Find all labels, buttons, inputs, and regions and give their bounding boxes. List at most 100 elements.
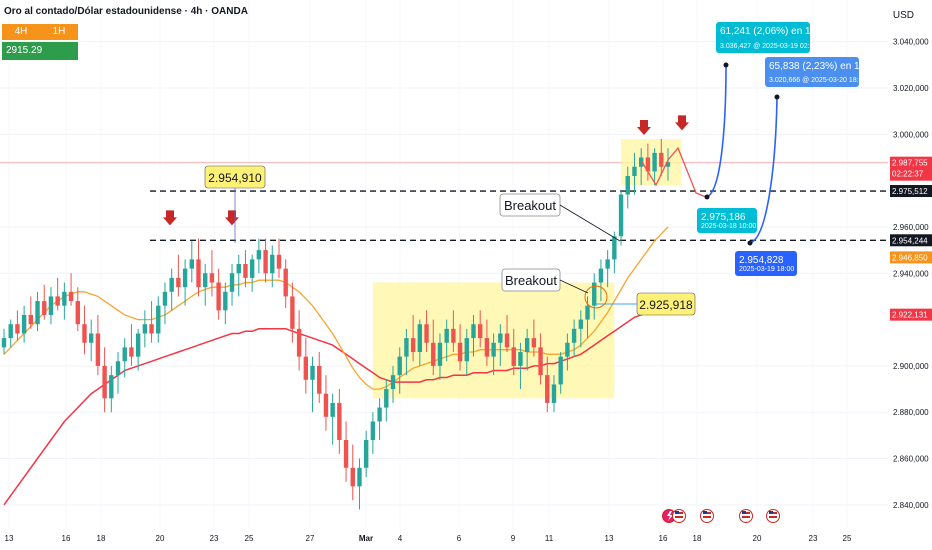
- candle-body: [290, 296, 295, 329]
- time-tick-label: 23: [809, 534, 818, 543]
- price-tick-label: 2.860,000: [893, 455, 929, 464]
- candle-body: [457, 342, 463, 362]
- price-axis[interactable]: 3.040,000 3.020,000 3.000,000 2.960,000 2.94…: [888, 0, 932, 550]
- flag-stripe: [769, 516, 777, 518]
- resistance-levels: [150, 190, 888, 241]
- candle-body: [417, 324, 423, 352]
- candle-body: [498, 333, 503, 343]
- candle-body: [363, 440, 369, 468]
- candle-body: [35, 301, 40, 325]
- arrow-down-marker: [163, 210, 177, 226]
- projection-point: [723, 62, 729, 68]
- candle-body: [236, 264, 241, 274]
- time-tick-label: 16: [62, 534, 71, 543]
- flag-canton: [703, 511, 707, 514]
- candle-body: [585, 305, 590, 320]
- flag-canton: [769, 511, 773, 514]
- target2-sub: 3.020,666 @ 2025-03-20 18:00: [769, 77, 867, 84]
- candle-body: [464, 338, 469, 362]
- arrow-down-marker: [225, 210, 239, 226]
- target1-sub: 3.036,427 @ 2025-03-19 02:00: [720, 43, 818, 50]
- candle-body: [42, 301, 47, 315]
- arrow-down-marker: [637, 120, 651, 135]
- price-badge-countdown: 02:22:37: [892, 170, 924, 179]
- target2-title: 65,838 (2,23%) en 1d: [769, 61, 865, 72]
- lightning-glyph: [667, 511, 673, 521]
- price-label-top: 2.954,910: [208, 171, 262, 185]
- time-axis-bg: [0, 528, 932, 550]
- price-badge: [890, 156, 932, 181]
- candle-body: [659, 152, 664, 167]
- currency-label[interactable]: USD: [892, 10, 914, 21]
- candle-body: [203, 273, 208, 288]
- candle-body: [176, 277, 181, 288]
- candle-body: [28, 314, 34, 325]
- candle-body: [357, 467, 362, 487]
- symbol-title[interactable]: Oro al contado/Dólar estadounidense · 4h…: [4, 6, 248, 17]
- candle-body: [115, 361, 121, 376]
- candle-body: [444, 328, 449, 343]
- time-tick-label: 25: [245, 534, 254, 543]
- price-tick-label: 2.880,000: [893, 408, 929, 417]
- candle-body: [276, 254, 282, 269]
- time-axis[interactable]: 13 16 18 20 23 25 27 Mar 4 6 9 11 13 16 18 20 23 25: [0, 509, 932, 550]
- candle-body: [317, 365, 322, 394]
- projection-curve-2: [749, 96, 778, 244]
- candle-body: [491, 342, 496, 357]
- time-tick-label: 18: [97, 534, 106, 543]
- entry2-title: 2.954,828: [739, 255, 784, 266]
- time-tick-label: 20: [156, 534, 165, 543]
- breakout-label-lower: Breakout: [505, 273, 557, 288]
- projection-badge: [735, 251, 797, 276]
- price-tick-label: 2.840,000: [893, 501, 929, 510]
- candle-body: [55, 296, 60, 306]
- candle-body: [404, 338, 409, 357]
- time-tick-label: 16: [659, 534, 668, 543]
- candle-body: [471, 324, 476, 339]
- arrow-down-marker: [675, 115, 689, 131]
- projection-badge: [765, 57, 859, 87]
- price-tick-label: 3.040,000: [893, 38, 929, 47]
- candle-body: [1, 338, 7, 348]
- candle-body: [102, 365, 107, 399]
- projection-point: [747, 240, 753, 246]
- entry1-title: 2.975,186: [701, 212, 746, 223]
- candle-body: [68, 291, 74, 302]
- candle-body: [538, 347, 543, 376]
- candle-body: [551, 384, 557, 403]
- candle-body: [283, 268, 288, 297]
- candle-body: [424, 324, 429, 343]
- time-tick-label: 6: [457, 534, 462, 543]
- price-tick-label: 3.020,000: [893, 84, 929, 93]
- time-tick-label: 13: [605, 534, 614, 543]
- projection-curve-1: [706, 64, 727, 198]
- price-badge: [890, 234, 932, 247]
- timeframe-1h[interactable]: 1H: [40, 24, 78, 40]
- candle-body: [343, 440, 349, 468]
- us-flag-icon: [739, 509, 753, 523]
- candle-body: [592, 282, 597, 306]
- candle-body: [196, 259, 201, 288]
- candle-body: [565, 342, 570, 357]
- status-text: Disabled: [6, 63, 45, 74]
- candle-body: [109, 375, 114, 399]
- timeframe-4h[interactable]: 4H: [2, 24, 40, 40]
- price-axis-bg: [888, 0, 932, 550]
- candle-body: [263, 250, 268, 274]
- candle-body: [8, 324, 13, 339]
- price-badge-value: 2.975,512: [892, 187, 928, 196]
- flag-stripe: [742, 516, 750, 518]
- candle-body: [545, 375, 550, 403]
- projection-point: [774, 94, 780, 100]
- candle-body: [618, 194, 624, 237]
- candle-body: [169, 277, 174, 292]
- price-tick-label: 2.940,000: [893, 269, 929, 278]
- candle-body: [558, 356, 563, 385]
- price-badge: [890, 251, 932, 264]
- candle-body: [189, 259, 194, 269]
- entry2-sub: 2025-03-19 18:00: [739, 266, 794, 273]
- candle-body: [665, 162, 671, 167]
- candle-body: [303, 356, 309, 380]
- status-value: 2915.29: [6, 45, 43, 56]
